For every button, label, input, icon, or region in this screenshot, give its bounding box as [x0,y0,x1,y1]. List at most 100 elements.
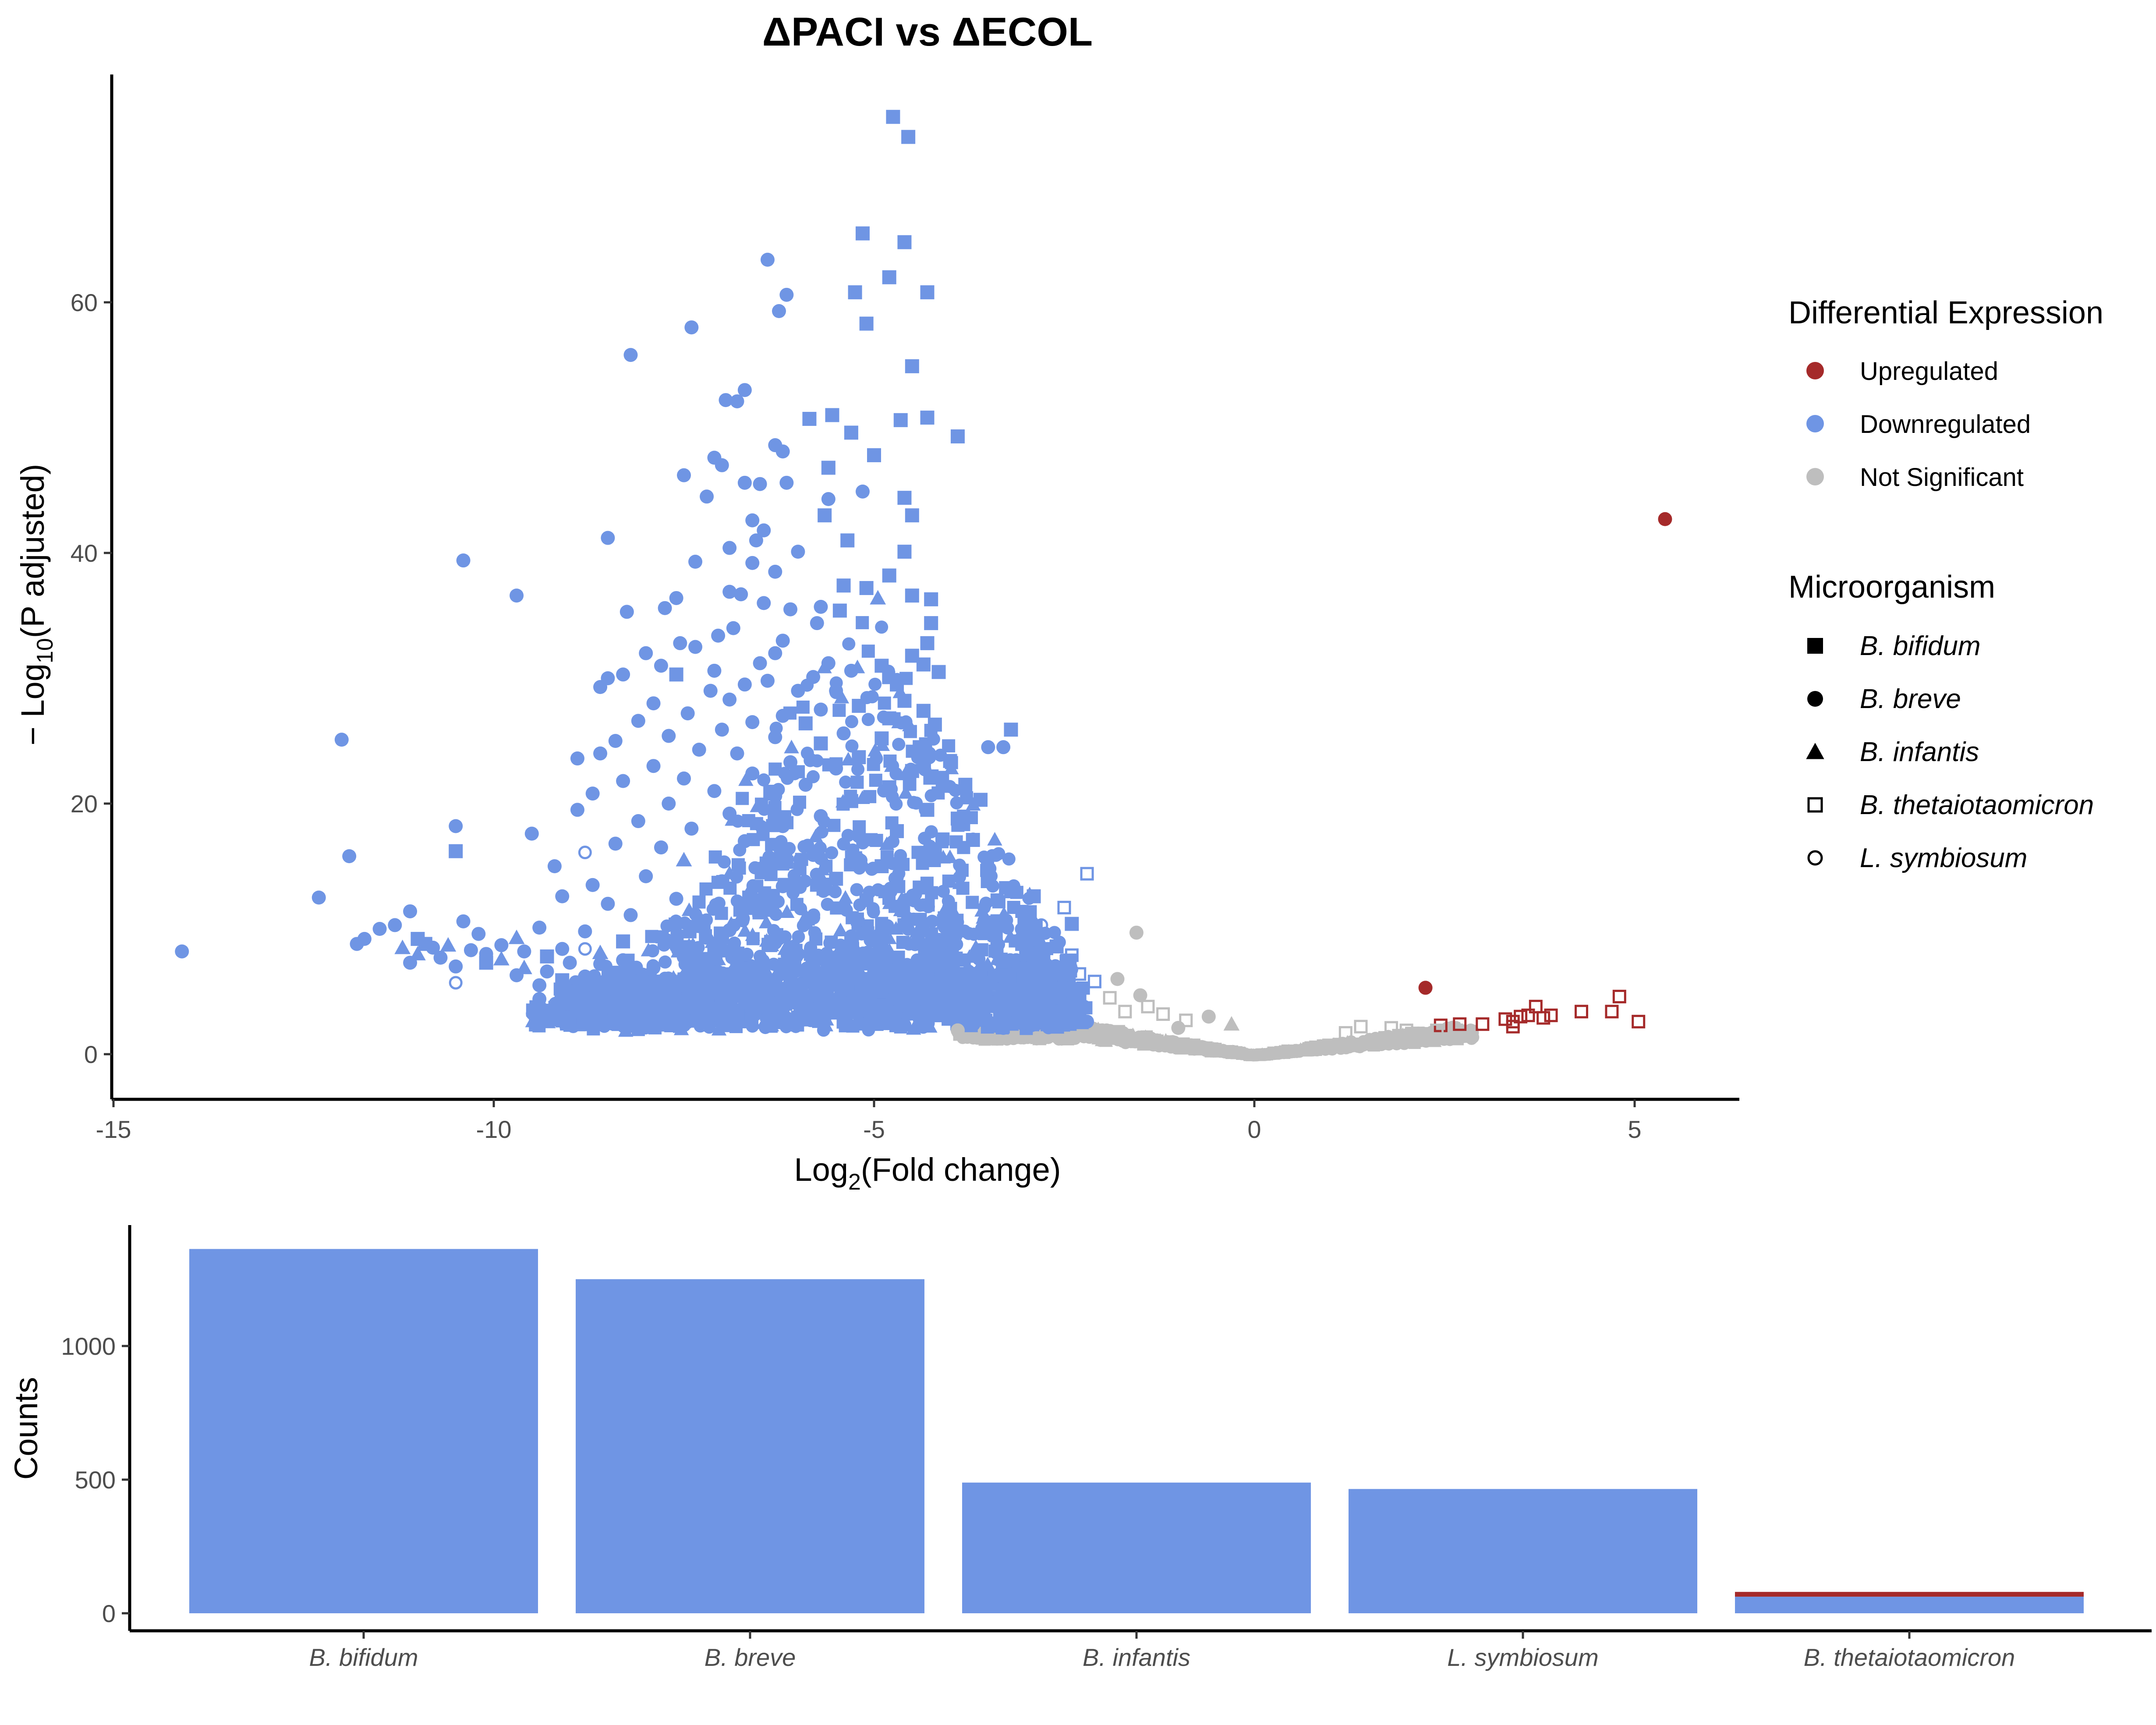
down-point [990,969,1003,982]
ns-point [1032,1032,1047,1045]
down-point [730,894,744,908]
down-point [928,845,942,860]
ns-point [1129,925,1143,940]
legend-expression-items: Upregulated Downregulated Not Significant [1806,357,2031,492]
down-point [677,771,691,786]
down-point [837,1000,853,1015]
down-point [924,592,938,606]
legend: Differential Expression Upregulated Downr… [1788,295,2103,873]
down-point [753,861,767,876]
down-point [677,468,691,482]
down-point [942,849,958,863]
down-point [707,784,722,798]
down-point [981,864,995,878]
legend-downregulated-icon [1806,415,1824,432]
down-point [715,874,729,889]
down-point [641,942,656,956]
down-point [852,998,866,1013]
down-point [510,588,524,603]
down-point [631,814,645,829]
down-point [1004,723,1018,737]
down-point [874,731,889,746]
down-point [1004,979,1018,994]
down-point [1049,1018,1064,1033]
down-point [958,778,973,792]
down-point [334,733,349,747]
down-point [805,954,819,967]
down-point [784,740,799,754]
down-point [810,616,824,630]
down-point [669,892,683,906]
down-point [890,677,904,692]
down-point [797,840,811,854]
down-point [718,855,731,869]
down-point [703,684,718,698]
down-point [646,759,661,773]
down-point [570,751,584,766]
down-point [821,460,835,475]
down-point [798,778,813,792]
down-point [646,696,661,711]
down-point [897,235,912,249]
ns-point [1103,991,1117,1005]
down-point [947,963,961,976]
down-point [924,825,938,839]
down-point [778,852,791,865]
down-point [669,939,683,954]
down-point [861,645,875,658]
ns-point [1139,1037,1152,1049]
ns-point [1362,1037,1377,1050]
down-point [593,746,608,761]
down-point [1042,988,1056,1002]
down-point [646,960,661,975]
down-point [899,893,913,907]
down-point [844,929,858,944]
down-point [616,987,630,1001]
down-point [941,1001,954,1015]
down-point [775,708,790,723]
down-point [882,895,898,909]
ns-point [1166,1035,1179,1048]
down-point [350,937,364,951]
down-point [680,706,695,721]
down-point [1049,939,1064,954]
down-point [859,316,874,331]
down-point [878,696,891,710]
down-point [616,774,630,788]
down-point [403,956,418,970]
down-point [676,852,692,867]
down-point [856,616,869,630]
down-point [980,956,995,971]
down-point [775,819,790,833]
ns-point [1133,988,1147,1002]
down-point [886,835,900,848]
down-point [913,913,927,926]
down-point [791,545,805,559]
down-point [869,773,882,787]
down-point [1002,852,1016,866]
down-point [768,730,782,744]
down-point [592,944,609,960]
down-point [563,985,577,999]
volcano-points [175,110,1672,1062]
down-point [737,923,753,937]
ns-point [1399,1024,1413,1038]
legend-b-bifidum-label: B. bifidum [1860,631,1981,661]
down-point [913,740,927,754]
down-point [897,1018,912,1033]
down-point [692,913,706,927]
down-point [616,667,630,682]
volcano-plot: ΔPACI vs ΔECOL -15 -10 -5 0 5 0 20 40 60 Log2(F… [14,10,1739,1195]
down-point [920,803,935,817]
down-point [740,990,755,1004]
down-point [814,809,828,823]
ns-point [1141,999,1155,1013]
down-point [810,754,824,768]
down-point [855,927,868,941]
down-point [943,987,957,1001]
up-point [1605,1005,1619,1019]
down-point [882,270,896,284]
down-point [593,1003,608,1017]
ns-point [1378,1036,1393,1049]
